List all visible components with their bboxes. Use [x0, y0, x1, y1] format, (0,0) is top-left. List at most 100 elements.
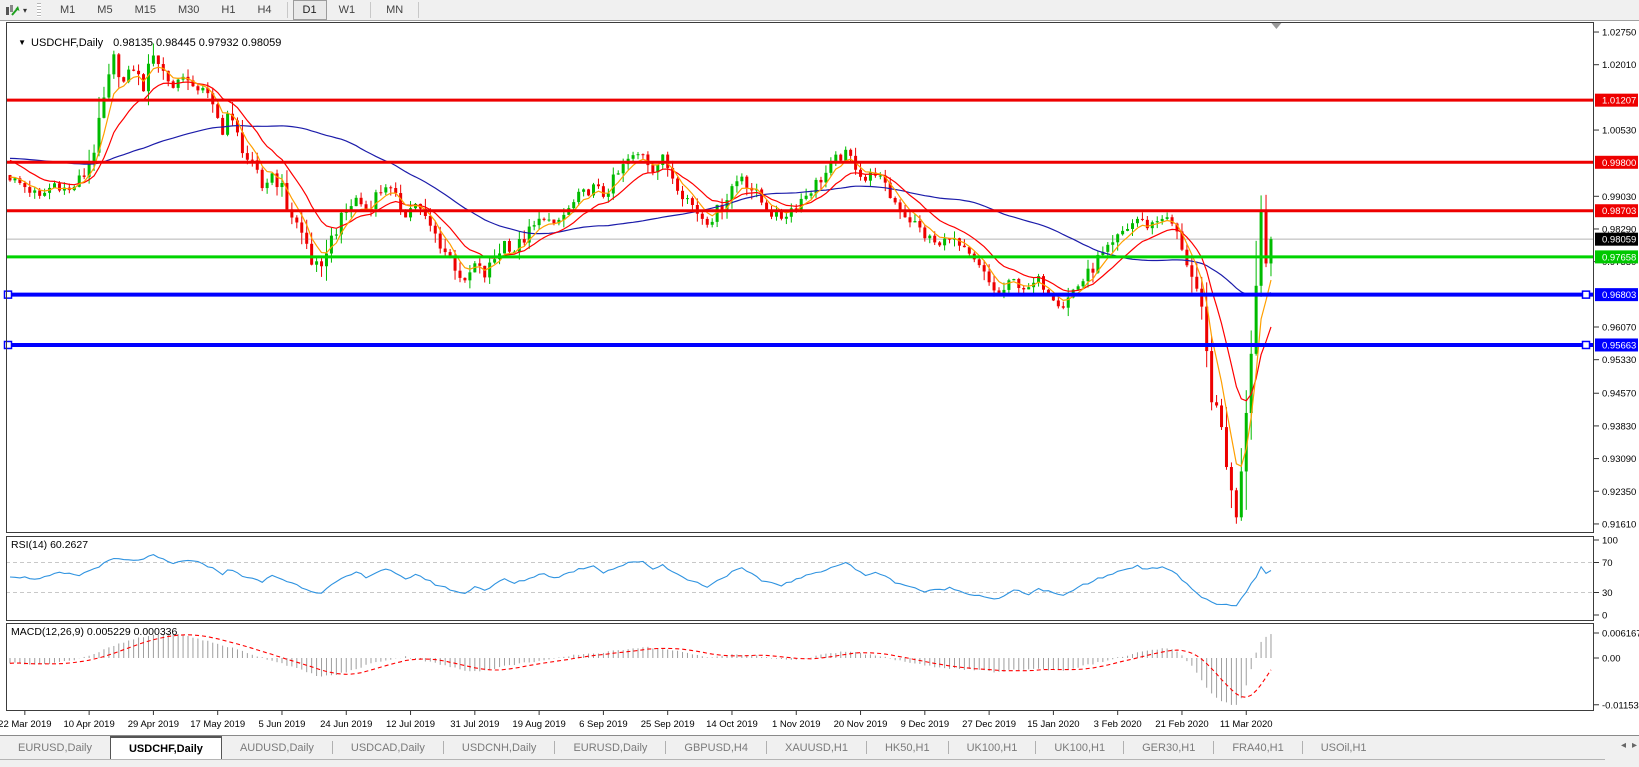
price-axis: 1.027501.020101.005300.990300.982900.975…	[1594, 28, 1638, 531]
rsi-indicator-label: RSI(14) 60.2627	[11, 539, 88, 551]
timeframe-button-m30[interactable]: M30	[168, 0, 209, 20]
tab-usdcnh-daily[interactable]: USDCNH,Daily	[444, 736, 555, 759]
date-tick-label: 10 Apr 2019	[63, 719, 114, 730]
tab-eurusd-daily[interactable]: EURUSD,Daily	[555, 736, 665, 759]
price-tick-label: 0.92350	[1602, 487, 1636, 498]
date-tick-label: 17 May 2019	[190, 719, 245, 730]
date-tick-label: 14 Oct 2019	[706, 719, 758, 730]
tabs-scroll-right-icon[interactable]: ▸	[1632, 740, 1637, 751]
tabs-scroll-left-icon[interactable]: ◂	[1621, 740, 1626, 751]
tab-audusd-daily[interactable]: AUDUSD,Daily	[222, 736, 332, 759]
timeframe-button-m15[interactable]: M15	[125, 0, 166, 20]
date-tick-label: 22 Mar 2019	[0, 719, 52, 730]
tab-fra40-h1[interactable]: FRA40,H1	[1214, 736, 1301, 759]
price-badge-label: 0.95663	[1602, 340, 1636, 351]
chart-symbol-label: USDCHF,Daily	[31, 37, 103, 49]
date-tick-label: 5 Jun 2019	[258, 719, 305, 730]
price-badge-label: 0.99800	[1602, 158, 1636, 169]
chart-title: ▼ USDCHF,Daily 0.98135 0.98445 0.97932 0.9…	[12, 25, 281, 49]
rsi-line	[10, 555, 1271, 606]
date-tick-label: 20 Nov 2019	[834, 719, 888, 730]
symbol-dropdown-icon[interactable]: ▼	[18, 38, 26, 47]
tab-uk100-h1[interactable]: UK100,H1	[1036, 736, 1123, 759]
date-tick-label: 15 Jan 2020	[1027, 719, 1079, 730]
price-tick-label: 0.93090	[1602, 454, 1636, 465]
macd-tick-label: 0.00	[1602, 654, 1621, 665]
date-tick-label: 19 Aug 2019	[512, 719, 565, 730]
price-tick-label: 1.00530	[1602, 126, 1636, 137]
tab-hk50-h1[interactable]: HK50,H1	[867, 736, 948, 759]
main-price-panel	[5, 23, 1595, 533]
tab-gbpusd-h4[interactable]: GBPUSD,H4	[666, 736, 766, 759]
macd-tick-label: 0.006167	[1602, 628, 1639, 639]
chart-shift-marker-icon[interactable]	[1271, 23, 1281, 29]
date-tick-label: 1 Nov 2019	[772, 719, 821, 730]
tab-uk100-h1[interactable]: UK100,H1	[949, 736, 1036, 759]
macd-tick-label: -0.011533	[1602, 700, 1639, 711]
price-badge-label: 0.98703	[1602, 206, 1636, 217]
timeframe-button-mn[interactable]: MN	[376, 0, 413, 20]
line-handle[interactable]	[1583, 291, 1590, 298]
macd-signal-line	[10, 635, 1271, 698]
line-handle[interactable]	[1583, 341, 1590, 348]
timeframe-button-w1[interactable]: W1	[329, 0, 366, 20]
macd-panel-border	[7, 624, 1594, 711]
date-tick-label: 24 Jun 2019	[320, 719, 372, 730]
date-tick-label: 31 Jul 2019	[450, 719, 499, 730]
date-tick-label: 6 Sep 2019	[579, 719, 628, 730]
tab-xauusd-h1[interactable]: XAUUSD,H1	[767, 736, 866, 759]
date-tick-label: 21 Feb 2020	[1155, 719, 1208, 730]
rsi-panel: 100 70 30 0	[6, 536, 1618, 622]
macd-indicator-label: MACD(12,26,9) 0.005229 0.000336	[11, 626, 177, 638]
rsi-tick-label: 100	[1602, 536, 1618, 547]
timeframe-button-d1[interactable]: D1	[293, 0, 327, 20]
date-tick-label: 3 Feb 2020	[1094, 719, 1142, 730]
line-handle[interactable]	[5, 341, 12, 348]
date-tick-label: 27 Dec 2019	[962, 719, 1016, 730]
timeframe-button-h4[interactable]: H4	[247, 0, 281, 20]
timeframe-button-h1[interactable]: H1	[211, 0, 245, 20]
price-tick-label: 0.91610	[1602, 519, 1636, 530]
timeframe-button-m5[interactable]: M5	[87, 0, 122, 20]
tab-usdcad-daily[interactable]: USDCAD,Daily	[333, 736, 443, 759]
rsi-tick-label: 30	[1602, 588, 1613, 599]
timeframe-button-m1[interactable]: M1	[50, 0, 85, 20]
rsi-tick-label: 0	[1602, 611, 1607, 622]
date-axis: 22 Mar 2019 10 Apr 2019 29 Apr 2019 17 May …	[0, 711, 1273, 730]
tab-eurusd-daily[interactable]: EURUSD,Daily	[0, 736, 110, 759]
date-tick-label: 11 Mar 2020	[1220, 719, 1273, 730]
toolbar-caret-down-icon[interactable]: ▾	[23, 6, 27, 15]
price-tick-label: 1.02750	[1602, 28, 1636, 39]
chart-bars-icon[interactable]	[4, 2, 22, 18]
price-badge-label: 0.98059	[1602, 235, 1636, 246]
ohlc-values: 0.98135 0.98445 0.97932 0.98059	[113, 37, 281, 49]
price-tick-label: 0.93830	[1602, 421, 1636, 432]
date-tick-label: 12 Jul 2019	[386, 719, 435, 730]
price-tick-label: 0.96070	[1602, 323, 1636, 334]
date-tick-label: 25 Sep 2019	[641, 719, 695, 730]
tab-usdchf-daily[interactable]: USDCHF,Daily	[110, 736, 222, 759]
line-handle[interactable]	[5, 291, 12, 298]
macd-panel: 0.006167 0.00 -0.011533	[7, 624, 1639, 712]
toolbar-grip-handle[interactable]	[37, 3, 41, 17]
tab-usoil-h1[interactable]: USOil,H1	[1303, 736, 1385, 759]
price-tick-label: 0.99030	[1602, 192, 1636, 203]
date-tick-label: 29 Apr 2019	[128, 719, 179, 730]
price-tick-label: 1.02010	[1602, 60, 1636, 71]
date-tick-label: 9 Dec 2019	[901, 719, 950, 730]
price-badge-label: 0.97658	[1602, 252, 1636, 263]
candlestick-series	[9, 44, 1273, 524]
price-badge-label: 0.96803	[1602, 290, 1636, 301]
rsi-tick-label: 70	[1602, 558, 1613, 569]
ma-fast-line	[10, 67, 1271, 466]
price-badge-label: 1.01207	[1602, 96, 1636, 107]
price-tick-label: 0.95330	[1602, 355, 1636, 366]
ma-medium-line	[10, 82, 1271, 401]
tab-ger30-h1[interactable]: GER30,H1	[1124, 736, 1213, 759]
chart-canvas: 1.027501.020101.005300.990300.982900.975…	[0, 0, 1639, 735]
price-tick-label: 0.94570	[1602, 389, 1636, 400]
